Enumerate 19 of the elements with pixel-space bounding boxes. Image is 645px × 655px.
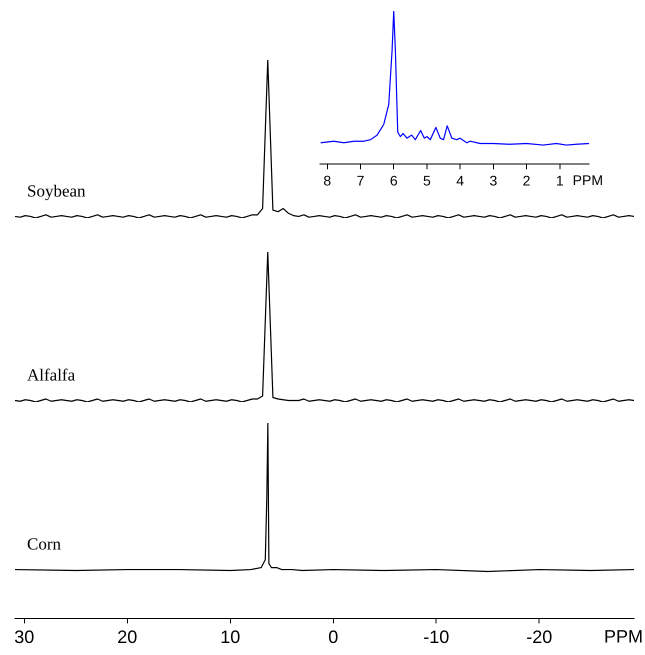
x-tick-label: 3 (489, 172, 498, 188)
x-axis-title: PPM (572, 172, 603, 188)
series-label: Soybean (27, 181, 86, 200)
x-tick-label: 5 (423, 172, 432, 188)
series-label: Corn (27, 534, 62, 554)
x-axis-title: PPM (604, 626, 643, 646)
x-tick-label: 0 (328, 627, 338, 648)
x-tick-label: 8 (323, 172, 332, 188)
x-tick-label: 6 (390, 172, 398, 188)
series-label: Alfalfa (27, 366, 76, 384)
x-tick-label: -10 (423, 627, 450, 648)
x-tick-label: -20 (526, 627, 552, 648)
x-tick-label: 20 (117, 627, 138, 648)
x-tick-label: 2 (522, 172, 531, 188)
x-tick-label: 7 (356, 172, 365, 188)
x-tick-label: 1 (556, 172, 564, 188)
x-tick-label: 30 (14, 627, 34, 648)
x-tick-label: 4 (456, 172, 464, 188)
x-tick-label: 10 (220, 627, 240, 648)
